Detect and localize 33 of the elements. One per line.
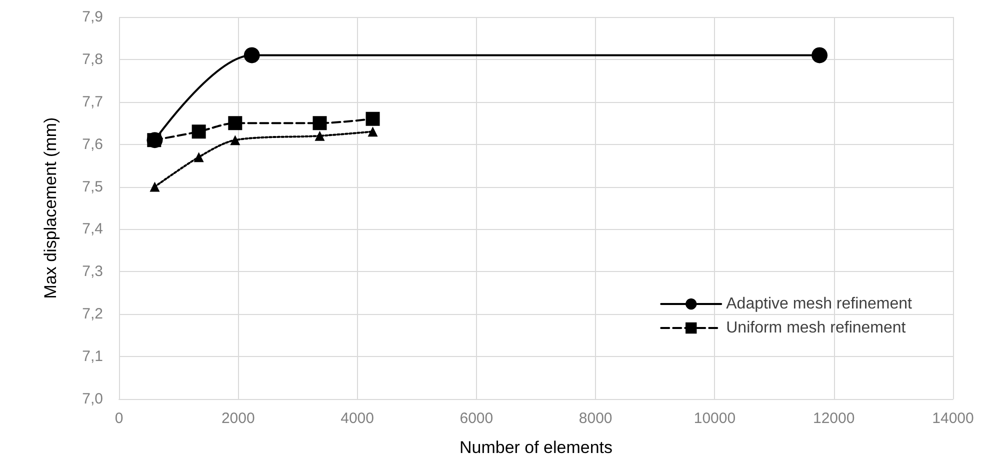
point bbox=[312, 116, 327, 130]
y-tick-label: 7,4 bbox=[82, 220, 103, 238]
legend-label: Adaptive mesh refinement bbox=[726, 296, 913, 312]
y-tick-label: 7,3 bbox=[82, 263, 103, 280]
x-tick-label: 6000 bbox=[460, 410, 494, 427]
y-tick-label: 7,1 bbox=[82, 348, 103, 366]
y-axis-title: Max displacement (mm) bbox=[41, 117, 60, 299]
y-tick-label: 7,5 bbox=[82, 178, 103, 196]
point bbox=[812, 47, 828, 64]
x-tick-label: 4000 bbox=[340, 410, 374, 427]
x-tick-label: 2000 bbox=[221, 410, 255, 427]
y-tick-label: 7,6 bbox=[82, 136, 103, 153]
y-tick-label: 7,0 bbox=[82, 390, 103, 408]
legend-label: Uniform mesh refinement bbox=[726, 320, 906, 336]
y-tick-label: 7,8 bbox=[82, 50, 103, 68]
point bbox=[244, 47, 260, 64]
point bbox=[194, 152, 204, 162]
y-tick-label: 7,9 bbox=[82, 8, 103, 26]
x-tick-label: 14000 bbox=[932, 410, 974, 427]
point bbox=[228, 116, 242, 130]
x-tick-label: 0 bbox=[114, 410, 124, 427]
y-tick-label: 7,2 bbox=[82, 306, 103, 323]
point bbox=[192, 124, 206, 139]
x-tick-label: 10000 bbox=[694, 410, 736, 427]
point bbox=[368, 126, 378, 137]
x-axis-title: Number of elements bbox=[459, 438, 613, 457]
y-tick-label: 7,7 bbox=[82, 93, 103, 110]
point bbox=[230, 135, 240, 146]
point bbox=[366, 112, 380, 126]
x-tick-label: 12000 bbox=[813, 410, 855, 427]
point bbox=[150, 182, 160, 192]
x-tick-label: 8000 bbox=[578, 410, 612, 427]
point bbox=[314, 130, 325, 141]
